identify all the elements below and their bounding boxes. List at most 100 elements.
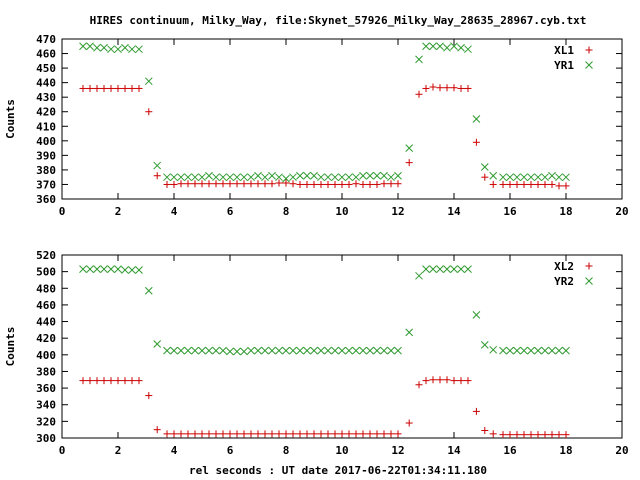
data-point: [79, 265, 87, 273]
data-point: [562, 182, 570, 190]
data-point: [324, 430, 332, 438]
data-point: [254, 171, 262, 180]
data-point: [520, 180, 528, 188]
data-point: [240, 173, 248, 182]
data-point: [86, 377, 94, 385]
data-point: [489, 345, 498, 354]
data-point: [317, 430, 325, 438]
plot-frame: [61, 254, 623, 439]
data-point: [184, 173, 192, 182]
data-point: [198, 430, 206, 438]
data-point: [205, 346, 213, 355]
data-point: [443, 376, 451, 384]
data-point: [450, 265, 458, 273]
data-point: [534, 431, 542, 439]
x-tick-label: 0: [59, 205, 66, 218]
data-point: [527, 180, 535, 188]
data-point: [153, 161, 162, 170]
data-point: [121, 43, 129, 52]
data-point: [429, 265, 437, 273]
data-point: [338, 430, 346, 438]
data-point: [226, 430, 234, 438]
x-tick-label: 8: [283, 444, 290, 457]
data-point: [289, 346, 297, 355]
data-point: [534, 180, 542, 188]
data-point: [114, 84, 122, 92]
data-point: [422, 42, 430, 51]
y-tick-label: 440: [36, 77, 56, 90]
data-point: [233, 430, 241, 438]
data-point: [429, 42, 437, 51]
y-tick-label: 450: [36, 62, 56, 75]
data-point: [513, 180, 521, 188]
data-point: [359, 430, 367, 438]
data-point: [352, 180, 360, 188]
data-point: [282, 430, 290, 438]
data-point: [562, 173, 570, 182]
data-point: [527, 431, 535, 439]
legend-label: YR1: [554, 59, 574, 72]
y-tick-label: 300: [36, 432, 56, 445]
data-point: [338, 346, 346, 355]
x-tick-label: 10: [335, 205, 348, 218]
data-point: [345, 430, 353, 438]
data-point: [499, 180, 507, 188]
data-point: [135, 377, 143, 385]
data-point: [450, 84, 458, 92]
data-point: [100, 265, 108, 273]
data-point: [86, 265, 94, 273]
data-point: [464, 45, 472, 54]
data-point: [198, 180, 206, 188]
data-point: [261, 180, 269, 188]
data-point: [268, 180, 276, 188]
y-tick-label: 390: [36, 149, 56, 162]
data-point: [499, 173, 507, 182]
data-point: [429, 376, 437, 384]
data-point: [450, 377, 458, 385]
data-point: [191, 430, 199, 438]
data-point: [282, 179, 290, 187]
data-point: [443, 265, 451, 273]
data-point: [387, 180, 395, 188]
data-point: [359, 171, 367, 180]
data-point: [163, 180, 171, 188]
data-point: [555, 431, 563, 439]
y-tick-label: 400: [36, 135, 56, 148]
y-tick-label: 460: [36, 299, 56, 312]
data-point: [233, 180, 241, 188]
data-point: [457, 43, 465, 52]
data-point: [247, 346, 255, 355]
data-point: [534, 346, 542, 355]
data-point: [177, 346, 185, 355]
data-point: [261, 173, 269, 182]
data-point: [366, 171, 374, 180]
data-point: [100, 84, 108, 92]
data-point: [387, 430, 395, 438]
data-point: [289, 180, 297, 188]
data-point: [415, 90, 423, 98]
data-point: [352, 430, 360, 438]
data-point: [555, 346, 563, 355]
data-point: [345, 180, 353, 188]
data-point: [436, 376, 444, 384]
data-point: [541, 180, 549, 188]
data-point: [405, 419, 413, 427]
data-point: [107, 265, 115, 273]
data-point: [338, 180, 346, 188]
bottom-panel: 300 320 340 360 380 400 420 440 460 480 500 520 0 2 4 6…: [4, 249, 629, 457]
y-tick-label: 420: [36, 332, 56, 345]
y-tick-label: 370: [36, 178, 56, 191]
y-tick-label: 400: [36, 349, 56, 362]
y-tick-label: 430: [36, 91, 56, 104]
data-point: [153, 426, 161, 434]
data-point: [527, 346, 535, 355]
data-point: [170, 173, 178, 182]
legend-label: XL2: [554, 260, 574, 273]
data-point: [282, 346, 290, 355]
y-tick-label: 380: [36, 365, 56, 378]
data-point: [373, 430, 381, 438]
data-point: [422, 265, 430, 273]
data-point: [331, 346, 339, 355]
data-point: [121, 377, 129, 385]
